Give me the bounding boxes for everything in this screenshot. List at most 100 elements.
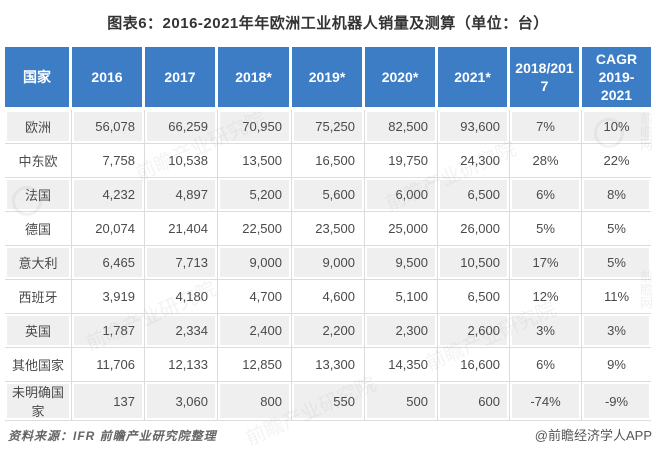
- value-cell: 14,350: [365, 348, 438, 382]
- value-cell: 10,538: [145, 144, 218, 178]
- value-cell: 2,300: [365, 314, 438, 348]
- country-cell: 法国: [5, 178, 72, 212]
- column-header-2016: 2016: [72, 47, 145, 110]
- data-table: 国家 2016 2017 2018* 2019* 2020* 2021* 201…: [5, 47, 651, 421]
- table-row: 未明确国家 137 3,060 800 550 500 600 -74% -9%: [5, 382, 651, 421]
- value-cell: 6,500: [438, 178, 510, 212]
- value-cell: 5,200: [218, 178, 292, 212]
- cagr-cell: 22%: [582, 144, 651, 178]
- cagr-cell: 9%: [582, 348, 651, 382]
- column-header-country: 国家: [5, 47, 72, 110]
- value-cell: 2,600: [438, 314, 510, 348]
- growth-cell: 5%: [510, 212, 582, 246]
- cagr-cell: 5%: [582, 212, 651, 246]
- table-row: 意大利 6,465 7,713 9,000 9,000 9,500 10,500…: [5, 246, 651, 280]
- value-cell: 6,465: [72, 246, 145, 280]
- cagr-cell: 3%: [582, 314, 651, 348]
- value-cell: 9,000: [218, 246, 292, 280]
- growth-cell: 3%: [510, 314, 582, 348]
- table-row: 德国 20,074 21,404 22,500 23,500 25,000 26…: [5, 212, 651, 246]
- value-cell: 82,500: [365, 110, 438, 144]
- value-cell: 16,600: [438, 348, 510, 382]
- column-header-2017: 2017: [145, 47, 218, 110]
- source-note: 资料来源：IFR 前瞻产业研究院整理: [8, 429, 217, 443]
- value-cell: 75,250: [292, 110, 365, 144]
- table-row: 英国 1,787 2,334 2,400 2,200 2,300 2,600 3…: [5, 314, 651, 348]
- value-cell: 1,787: [72, 314, 145, 348]
- header-row: 国家 2016 2017 2018* 2019* 2020* 2021* 201…: [5, 47, 651, 110]
- value-cell: 11,706: [72, 348, 145, 382]
- value-cell: 93,600: [438, 110, 510, 144]
- value-cell: 66,259: [145, 110, 218, 144]
- table-row: 欧洲 56,078 66,259 70,950 75,250 82,500 93…: [5, 110, 651, 144]
- value-cell: 26,000: [438, 212, 510, 246]
- growth-cell: 6%: [510, 348, 582, 382]
- value-cell: 4,180: [145, 280, 218, 314]
- value-cell: 56,078: [72, 110, 145, 144]
- value-cell: 4,700: [218, 280, 292, 314]
- value-cell: 20,074: [72, 212, 145, 246]
- value-cell: 24,300: [438, 144, 510, 178]
- value-cell: 7,713: [145, 246, 218, 280]
- value-cell: 500: [365, 382, 438, 421]
- chart-title: 图表6：2016-2021年年欧洲工业机器人销量及测算（单位：台）: [107, 15, 549, 32]
- table-row: 其他国家 11,706 12,133 12,850 13,300 14,350 …: [5, 348, 651, 382]
- value-cell: 3,060: [145, 382, 218, 421]
- brand-credit: @前瞻经济学人APP: [534, 428, 652, 443]
- value-cell: 137: [72, 382, 145, 421]
- value-cell: 6,000: [365, 178, 438, 212]
- column-header-2019: 2019*: [292, 47, 365, 110]
- value-cell: 4,232: [72, 178, 145, 212]
- country-cell: 英国: [5, 314, 72, 348]
- value-cell: 550: [292, 382, 365, 421]
- value-cell: 12,133: [145, 348, 218, 382]
- column-header-growth: 2018/2017: [510, 47, 582, 110]
- growth-cell: -74%: [510, 382, 582, 421]
- table-row: 西班牙 3,919 4,180 4,700 4,600 5,100 6,500 …: [5, 280, 651, 314]
- value-cell: 23,500: [292, 212, 365, 246]
- column-header-2021: 2021*: [438, 47, 510, 110]
- cagr-cell: 10%: [582, 110, 651, 144]
- country-cell: 中东欧: [5, 144, 72, 178]
- value-cell: 5,100: [365, 280, 438, 314]
- value-cell: 4,897: [145, 178, 218, 212]
- country-cell: 欧洲: [5, 110, 72, 144]
- value-cell: 70,950: [218, 110, 292, 144]
- value-cell: 2,334: [145, 314, 218, 348]
- country-cell: 未明确国家: [5, 382, 72, 421]
- value-cell: 9,500: [365, 246, 438, 280]
- value-cell: 25,000: [365, 212, 438, 246]
- value-cell: 600: [438, 382, 510, 421]
- value-cell: 7,758: [72, 144, 145, 178]
- country-cell: 其他国家: [5, 348, 72, 382]
- value-cell: 19,750: [365, 144, 438, 178]
- value-cell: 800: [218, 382, 292, 421]
- value-cell: 10,500: [438, 246, 510, 280]
- value-cell: 13,500: [218, 144, 292, 178]
- cagr-cell: 8%: [582, 178, 651, 212]
- value-cell: 13,300: [292, 348, 365, 382]
- value-cell: 6,500: [438, 280, 510, 314]
- growth-cell: 28%: [510, 144, 582, 178]
- value-cell: 2,400: [218, 314, 292, 348]
- growth-cell: 6%: [510, 178, 582, 212]
- value-cell: 21,404: [145, 212, 218, 246]
- growth-cell: 7%: [510, 110, 582, 144]
- country-cell: 意大利: [5, 246, 72, 280]
- cagr-cell: 11%: [582, 280, 651, 314]
- cagr-cell: -9%: [582, 382, 651, 421]
- value-cell: 12,850: [218, 348, 292, 382]
- value-cell: 16,500: [292, 144, 365, 178]
- column-header-2020: 2020*: [365, 47, 438, 110]
- column-header-cagr: CAGR 2019-2021: [582, 47, 651, 110]
- value-cell: 9,000: [292, 246, 365, 280]
- table-row: 中东欧 7,758 10,538 13,500 16,500 19,750 24…: [5, 144, 651, 178]
- value-cell: 3,919: [72, 280, 145, 314]
- country-cell: 德国: [5, 212, 72, 246]
- value-cell: 5,600: [292, 178, 365, 212]
- cagr-cell: 5%: [582, 246, 651, 280]
- column-header-2018: 2018*: [218, 47, 292, 110]
- value-cell: 4,600: [292, 280, 365, 314]
- growth-cell: 17%: [510, 246, 582, 280]
- growth-cell: 12%: [510, 280, 582, 314]
